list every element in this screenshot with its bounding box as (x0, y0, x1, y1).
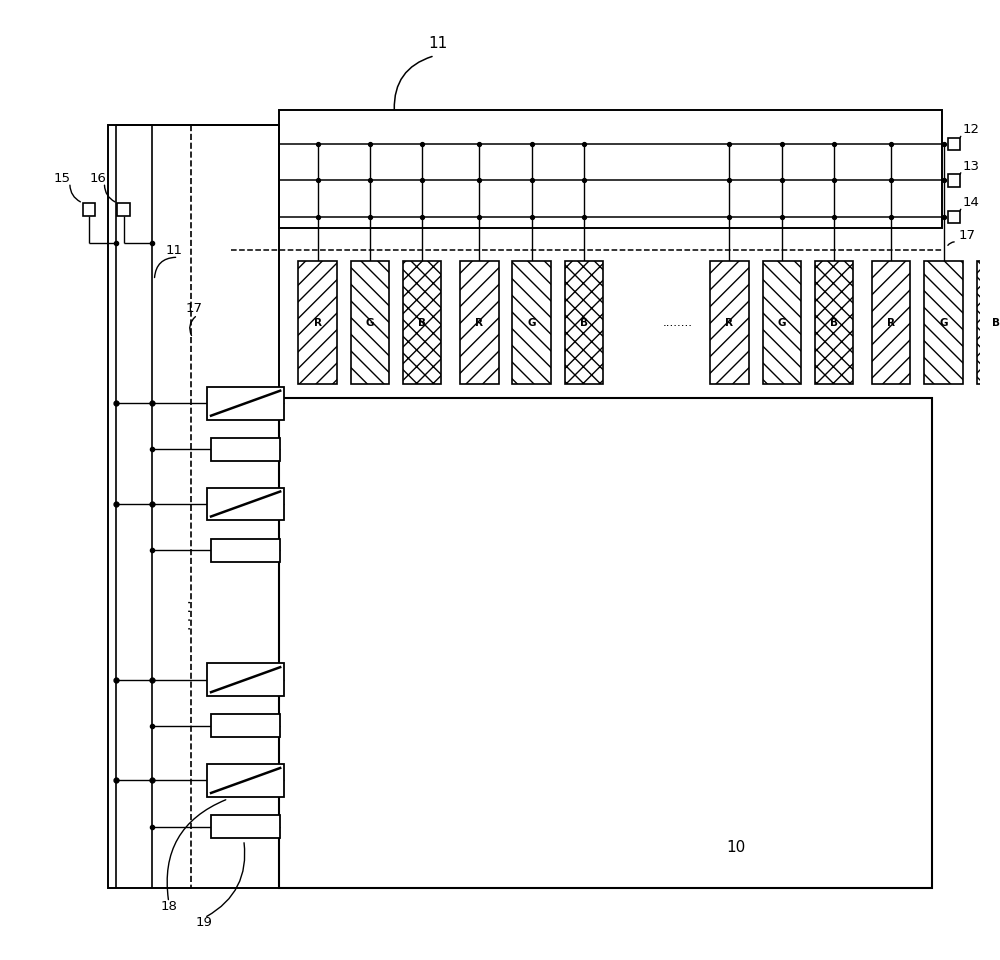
Text: 17: 17 (185, 302, 202, 315)
Bar (207, 387, 284, 420)
Bar (117, 204, 130, 216)
Bar (948, 137, 960, 150)
Text: G: G (778, 318, 786, 327)
Bar (211, 539, 280, 562)
Bar (460, 261, 499, 384)
Text: 13: 13 (963, 159, 980, 173)
Bar (565, 261, 603, 384)
Bar (207, 663, 284, 696)
Bar (207, 764, 284, 797)
Text: ........: ........ (663, 316, 693, 329)
Text: B: B (830, 318, 838, 327)
Text: 11: 11 (166, 245, 183, 257)
Bar (211, 815, 280, 838)
Text: · · · ·: · · · · (184, 600, 198, 630)
Bar (211, 438, 280, 461)
Bar (211, 714, 280, 737)
Bar (207, 488, 284, 520)
Text: G: G (527, 318, 536, 327)
Text: 11: 11 (428, 36, 447, 51)
Bar (512, 261, 551, 384)
Bar (948, 211, 960, 224)
Bar (108, 125, 279, 888)
Bar (279, 398, 932, 888)
Text: R: R (887, 318, 895, 327)
Bar (763, 261, 801, 384)
Text: B: B (580, 318, 588, 327)
Bar (948, 175, 960, 186)
Text: R: R (314, 318, 322, 327)
Text: 10: 10 (727, 839, 746, 854)
Text: G: G (366, 318, 374, 327)
Bar (924, 261, 963, 384)
Bar (977, 261, 1000, 384)
Text: R: R (725, 318, 733, 327)
Text: G: G (939, 318, 948, 327)
Text: B: B (992, 318, 1000, 327)
Text: 18: 18 (160, 900, 177, 913)
Bar (279, 110, 942, 228)
Bar (815, 261, 853, 384)
Text: 15: 15 (54, 173, 71, 185)
Text: 16: 16 (89, 173, 106, 185)
Bar (710, 261, 749, 384)
Bar (403, 261, 441, 384)
Text: 12: 12 (963, 123, 980, 136)
Bar (872, 261, 910, 384)
Text: 14: 14 (963, 196, 980, 209)
Bar (298, 261, 337, 384)
Bar (351, 261, 389, 384)
Text: B: B (418, 318, 426, 327)
Bar (83, 204, 95, 216)
Text: 19: 19 (196, 917, 213, 929)
Text: R: R (475, 318, 483, 327)
Text: 17: 17 (959, 228, 976, 242)
